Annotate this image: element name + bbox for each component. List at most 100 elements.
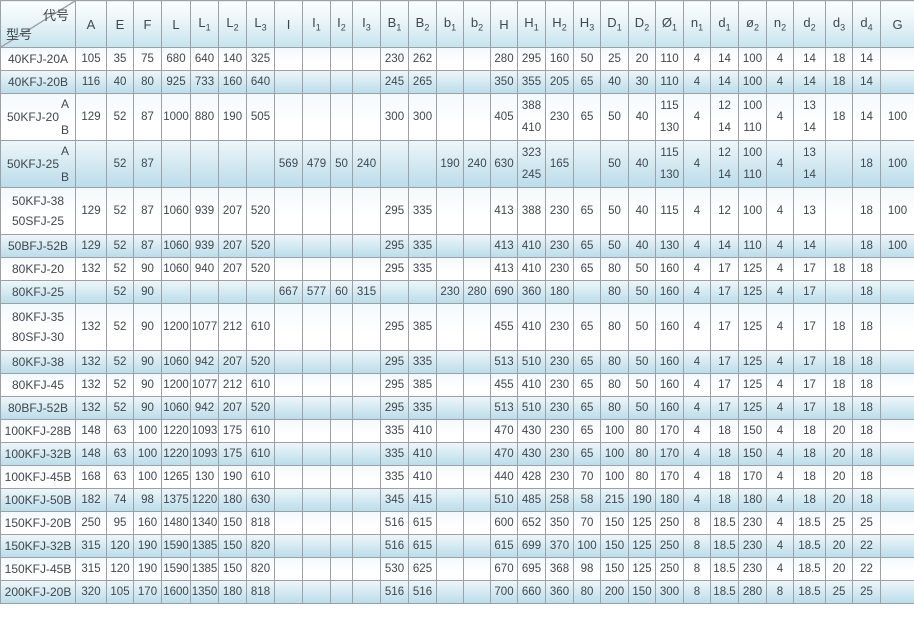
- value-cell: 14: [852, 70, 881, 94]
- value-cell: 182: [75, 488, 107, 512]
- value-cell: 212: [218, 373, 247, 397]
- value-cell: 4: [766, 303, 794, 351]
- value-cell: 577: [302, 280, 331, 304]
- value-cell: 4: [766, 350, 794, 374]
- value-cell: [352, 442, 381, 466]
- value-cell: 1220: [190, 488, 219, 512]
- value-cell: [274, 373, 303, 397]
- value-cell: [880, 557, 914, 581]
- value-cell: 50: [600, 93, 629, 141]
- value-cell: 470: [490, 419, 518, 443]
- value-cell: 335: [408, 350, 437, 374]
- value-cell: [330, 93, 353, 141]
- column-header: L: [161, 0, 191, 48]
- value-cell: [436, 47, 464, 71]
- value-cell: [330, 442, 353, 466]
- value-cell: 4: [683, 280, 711, 304]
- value-cell: 820: [246, 534, 275, 558]
- value-cell: 1265: [161, 465, 191, 489]
- value-cell: 245: [380, 70, 409, 94]
- value-cell: [352, 557, 381, 581]
- value-cell: [274, 93, 303, 141]
- value-cell: 230: [545, 373, 574, 397]
- value-cell: [302, 257, 331, 281]
- value-cell: 410: [517, 373, 546, 397]
- value-cell: 1385: [190, 534, 219, 558]
- value-cell: [463, 465, 491, 489]
- value-cell: 125: [738, 350, 767, 374]
- value-cell: 17: [793, 350, 826, 374]
- value-cell: 75: [133, 47, 162, 71]
- value-cell: 165: [545, 140, 574, 188]
- value-cell: [352, 70, 381, 94]
- value-cell: 14: [710, 47, 739, 71]
- value-cell: 65: [573, 419, 601, 443]
- value-cell: 4: [766, 47, 794, 71]
- value-cell: 100: [880, 187, 914, 235]
- value-cell: [302, 511, 331, 535]
- value-cell: 52: [106, 93, 134, 141]
- column-header: d4: [852, 0, 881, 48]
- value-cell: [75, 140, 107, 188]
- value-cell: 25: [852, 511, 881, 535]
- value-cell: 125: [738, 257, 767, 281]
- value-cell: 368: [545, 557, 574, 581]
- table-row: 100KFJ-28B 148 63 100 1220 1093 175 610 335 410 47…: [0, 419, 914, 443]
- value-cell: 240: [352, 140, 381, 188]
- value-cell: 207: [218, 396, 247, 420]
- value-cell: 65: [573, 70, 601, 94]
- value-cell: 18: [710, 442, 739, 466]
- value-cell: 1000: [161, 93, 191, 141]
- value-cell: 430: [517, 419, 546, 443]
- value-cell: [352, 396, 381, 420]
- value-cell: [246, 280, 275, 304]
- value-cell: 1060: [161, 396, 191, 420]
- value-cell: 50: [600, 140, 629, 188]
- model-cell: 80BFJ-52B: [0, 396, 76, 420]
- value-cell: 14: [793, 234, 826, 258]
- value-cell: 150: [628, 580, 656, 604]
- value-cell: [161, 140, 191, 188]
- value-cell: 4: [683, 350, 711, 374]
- value-cell: 20: [825, 534, 853, 558]
- value-cell: 52: [106, 140, 134, 188]
- value-cell: 17: [710, 257, 739, 281]
- value-cell: [274, 442, 303, 466]
- value-cell: 100: [573, 534, 601, 558]
- value-cell: 4: [683, 47, 711, 71]
- column-header: H3: [573, 0, 601, 48]
- column-header: n1: [683, 0, 711, 48]
- value-cell: 355: [517, 70, 546, 94]
- value-cell: 22: [852, 534, 881, 558]
- value-cell: 170: [738, 465, 767, 489]
- value-cell: 569: [274, 140, 303, 188]
- value-cell: [274, 187, 303, 235]
- value-cell: 13: [793, 187, 826, 235]
- value-cell: [463, 557, 491, 581]
- table-row: 50KFJ-38 50SFJ-25 129 52 87 1060 939 207 520 295 3…: [0, 187, 914, 235]
- value-cell: 335: [408, 187, 437, 235]
- table-header: 代号 型号 A E F L L1 L2 L3 I I1 I2 I3 B1 B2 b1 b2 H H1 H2 H3 D1…: [0, 0, 914, 48]
- value-cell: [330, 257, 353, 281]
- value-cell: [352, 534, 381, 558]
- value-cell: 80: [628, 465, 656, 489]
- value-cell: [436, 396, 464, 420]
- value-cell: 50: [628, 280, 656, 304]
- value-cell: 170: [655, 465, 684, 489]
- value-cell: 200: [600, 580, 629, 604]
- value-cell: [302, 187, 331, 235]
- value-cell: 65: [573, 350, 601, 374]
- value-cell: 80: [628, 419, 656, 443]
- value-cell: 615: [408, 511, 437, 535]
- value-cell: 14: [710, 70, 739, 94]
- value-cell: 100: [133, 465, 162, 489]
- column-header: L2: [218, 0, 247, 48]
- column-header: B2: [408, 0, 437, 48]
- value-cell: 520: [246, 257, 275, 281]
- value-cell: [302, 47, 331, 71]
- value-cell: [436, 511, 464, 535]
- column-header: d2: [793, 0, 826, 48]
- value-cell: [302, 465, 331, 489]
- value-cell: 80: [133, 70, 162, 94]
- value-cell: [880, 257, 914, 281]
